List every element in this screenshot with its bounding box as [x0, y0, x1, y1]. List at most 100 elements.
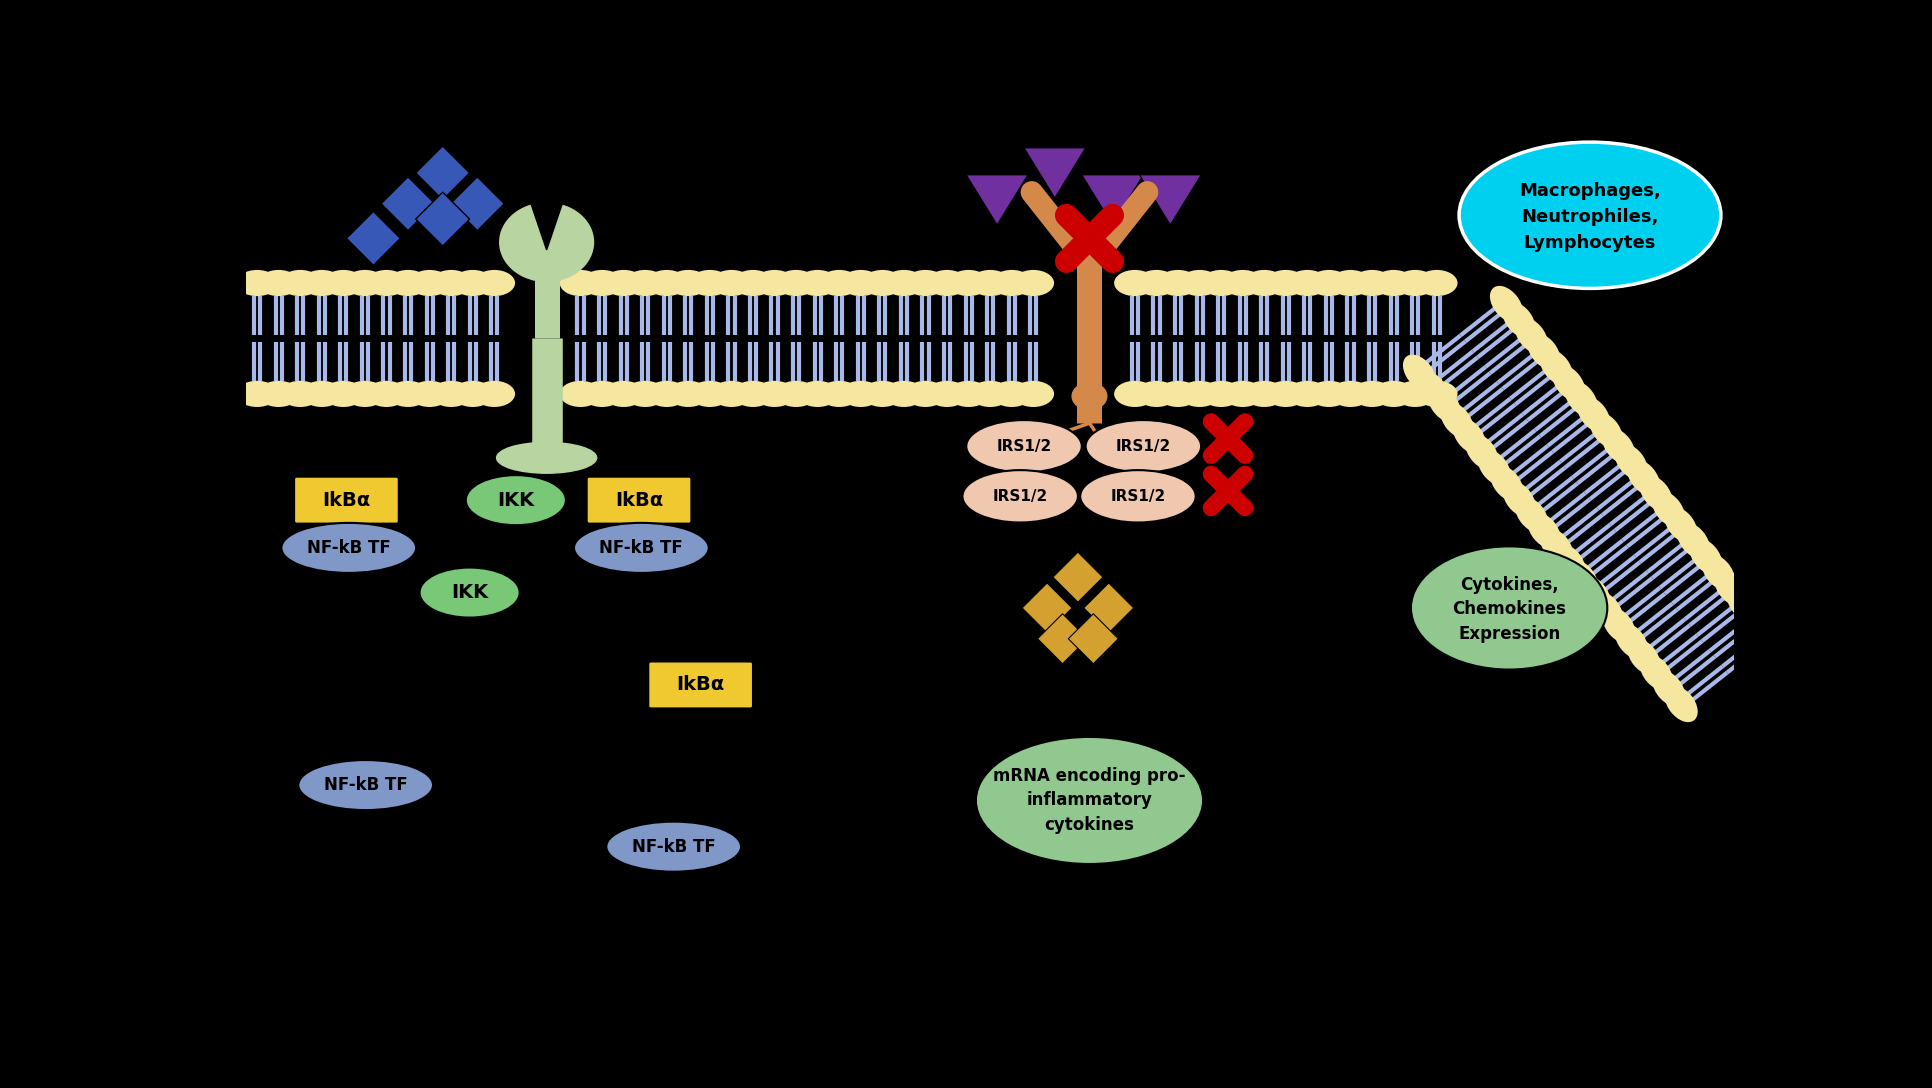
Text: NF-kB TF: NF-kB TF [632, 838, 715, 855]
Ellipse shape [1329, 381, 1372, 407]
Ellipse shape [1072, 383, 1107, 410]
Text: inflammatory: inflammatory [1026, 791, 1151, 809]
Ellipse shape [949, 270, 989, 296]
Ellipse shape [560, 270, 601, 296]
Ellipse shape [1287, 381, 1327, 407]
Text: Cytokines,: Cytokines, [1461, 576, 1559, 594]
Ellipse shape [1012, 270, 1055, 296]
Text: IkBα: IkBα [323, 491, 371, 509]
Text: Neutrophiles,: Neutrophiles, [1520, 208, 1660, 226]
Ellipse shape [1540, 349, 1573, 385]
Ellipse shape [1640, 475, 1673, 511]
Ellipse shape [819, 381, 860, 407]
Ellipse shape [796, 381, 838, 407]
Ellipse shape [732, 270, 775, 296]
Ellipse shape [883, 270, 925, 296]
Ellipse shape [840, 381, 881, 407]
Ellipse shape [1416, 370, 1449, 407]
Ellipse shape [753, 270, 796, 296]
Ellipse shape [690, 270, 730, 296]
Text: IRS1/2: IRS1/2 [993, 489, 1047, 504]
FancyBboxPatch shape [649, 662, 753, 708]
Ellipse shape [1416, 381, 1457, 407]
Ellipse shape [1350, 381, 1393, 407]
Ellipse shape [925, 381, 968, 407]
Ellipse shape [1200, 270, 1242, 296]
Polygon shape [415, 146, 469, 200]
Ellipse shape [410, 381, 450, 407]
Ellipse shape [1540, 528, 1573, 565]
Ellipse shape [970, 381, 1010, 407]
Ellipse shape [991, 270, 1032, 296]
Ellipse shape [991, 381, 1032, 407]
Ellipse shape [410, 270, 450, 296]
Ellipse shape [1590, 412, 1623, 448]
Ellipse shape [645, 270, 688, 296]
Ellipse shape [1416, 270, 1457, 296]
Ellipse shape [1459, 143, 1721, 288]
Ellipse shape [732, 381, 775, 407]
Ellipse shape [1551, 364, 1586, 401]
Polygon shape [346, 211, 400, 265]
Ellipse shape [1503, 481, 1536, 517]
Polygon shape [1053, 552, 1103, 602]
Ellipse shape [1244, 270, 1285, 296]
Polygon shape [1140, 175, 1202, 225]
Ellipse shape [431, 381, 471, 407]
Ellipse shape [1221, 381, 1264, 407]
Ellipse shape [775, 381, 817, 407]
Ellipse shape [711, 270, 752, 296]
Ellipse shape [1395, 381, 1435, 407]
Polygon shape [450, 176, 504, 231]
Ellipse shape [603, 270, 645, 296]
Ellipse shape [1727, 585, 1760, 622]
Text: mRNA encoding pro-: mRNA encoding pro- [993, 767, 1186, 784]
Ellipse shape [1490, 286, 1522, 322]
Ellipse shape [1136, 381, 1177, 407]
Text: Expression: Expression [1459, 626, 1561, 643]
Ellipse shape [1265, 381, 1306, 407]
Polygon shape [381, 176, 435, 231]
Ellipse shape [500, 203, 593, 281]
Ellipse shape [1374, 270, 1414, 296]
Ellipse shape [1221, 270, 1264, 296]
Ellipse shape [1652, 491, 1685, 528]
Ellipse shape [1136, 270, 1177, 296]
Ellipse shape [1308, 381, 1350, 407]
Ellipse shape [236, 270, 278, 296]
Polygon shape [1068, 614, 1119, 664]
Ellipse shape [1640, 654, 1673, 691]
Text: IKK: IKK [450, 583, 489, 602]
Text: IkBα: IkBα [614, 491, 663, 509]
Ellipse shape [1528, 333, 1561, 370]
Ellipse shape [1553, 544, 1586, 580]
Ellipse shape [1115, 381, 1155, 407]
Ellipse shape [365, 270, 408, 296]
Ellipse shape [282, 523, 415, 573]
Ellipse shape [257, 270, 299, 296]
Ellipse shape [1577, 396, 1609, 433]
Text: IKK: IKK [497, 491, 535, 509]
Polygon shape [529, 200, 564, 250]
Ellipse shape [1565, 559, 1598, 596]
Text: Macrophages,: Macrophages, [1519, 182, 1662, 199]
Ellipse shape [1702, 554, 1735, 591]
Ellipse shape [1615, 622, 1648, 659]
Ellipse shape [1590, 591, 1623, 628]
Ellipse shape [1652, 670, 1685, 706]
Ellipse shape [668, 381, 709, 407]
Ellipse shape [1515, 318, 1548, 354]
Ellipse shape [624, 270, 667, 296]
Ellipse shape [473, 270, 516, 296]
Polygon shape [966, 175, 1028, 225]
Ellipse shape [301, 270, 342, 296]
Ellipse shape [1578, 576, 1611, 611]
Ellipse shape [1428, 386, 1461, 422]
Ellipse shape [668, 270, 709, 296]
Text: NF-kB TF: NF-kB TF [599, 539, 684, 557]
Ellipse shape [1602, 428, 1634, 465]
Ellipse shape [1627, 459, 1660, 496]
Ellipse shape [1528, 512, 1561, 548]
Text: Chemokines: Chemokines [1453, 601, 1567, 618]
Ellipse shape [862, 381, 902, 407]
